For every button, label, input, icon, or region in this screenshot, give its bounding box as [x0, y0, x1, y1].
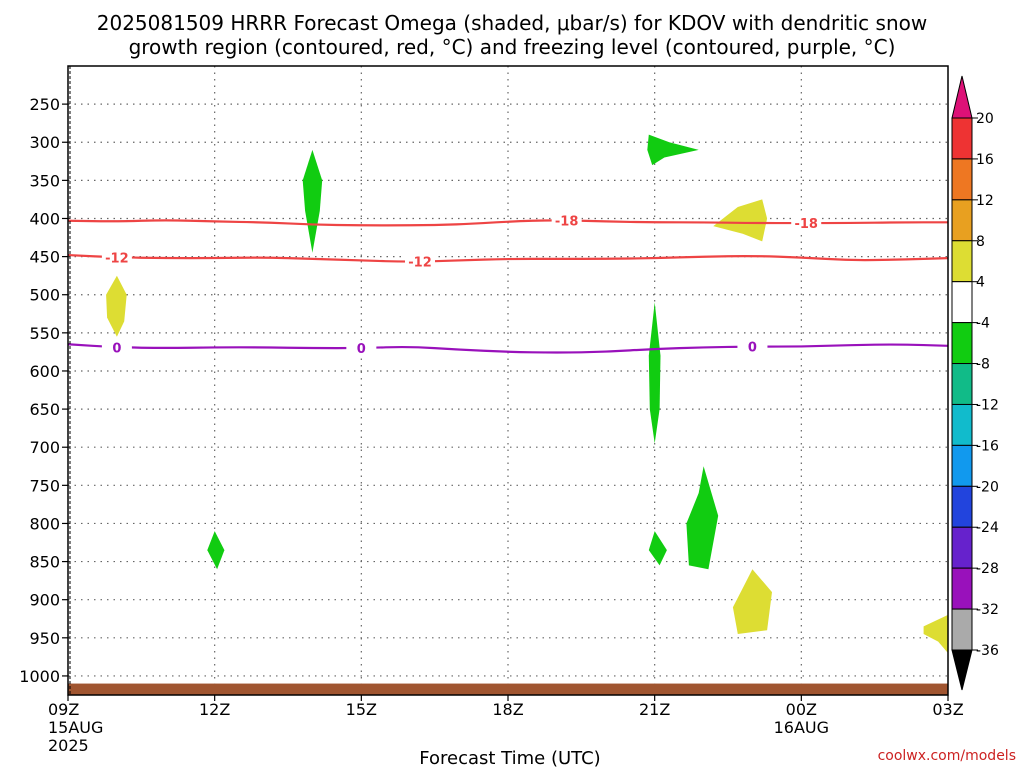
y-tick-label-450: 450: [29, 248, 60, 267]
y-tick-label-400: 400: [29, 209, 60, 228]
contour-label--12-0: -12: [105, 251, 129, 266]
colorbar-bin--20-to--16: [951, 444, 973, 487]
y-tick-label-300: 300: [29, 133, 60, 152]
contour-label-bg-0-0: [101, 339, 132, 356]
contour-label--18-0: -18: [555, 214, 579, 229]
colorbar-bottom-arrow: [951, 649, 973, 691]
omega-area-sinking-830-b: [648, 531, 667, 566]
colorbar-legend: 20 16 12 8 4 -4 -8 -12 -16 -20 -24 -28 -32 -36: [951, 75, 999, 691]
omega-area-rising-950: [923, 614, 948, 654]
x-tick-label-09Z-1: 15AUG: [48, 718, 103, 737]
contour-label-bg--12-0: [101, 249, 132, 266]
contour-line--12: [67, 253, 949, 263]
colorbar-bin--8-to--4: [951, 322, 973, 365]
contour-label-0-1: 0: [357, 342, 366, 357]
contour-label--12-1: -12: [408, 256, 432, 271]
contour-line--18: [67, 219, 948, 227]
colorbar-label-5: -4: [976, 316, 990, 332]
colorbar-label-3: 8: [976, 234, 985, 250]
colorbar-bin-8-to-12: [951, 199, 973, 242]
colorbar-bin--16-to--12: [951, 403, 973, 446]
colorbar-label-2: 12: [976, 193, 994, 209]
y-axis: 250 300 350 400 450 500 550 600 650 700 750 800 850 9…: [19, 95, 68, 686]
contour-label-bg-0-2: [737, 338, 768, 355]
y-tick-label-600: 600: [29, 362, 60, 381]
colorbar-label-4: 4: [976, 275, 985, 291]
colorbar-bin--12-to--8: [951, 363, 973, 405]
colorbar-label-8: -16: [976, 438, 999, 454]
colorbar-top-arrow: [951, 75, 973, 119]
colorbar-label-13: -36: [976, 643, 999, 659]
omega-area-rising-400: [713, 199, 768, 242]
chart-title-line-1: 2025081509 HRRR Forecast Omega (shaded, …: [97, 11, 927, 35]
omega-area-rising-900: [732, 569, 772, 634]
omega-area-rising-500: [106, 275, 127, 337]
colorbar-label-10: -24: [976, 520, 999, 536]
x-axis-label: Forecast Time (UTC): [419, 748, 600, 768]
colorbar-bin-16-to-20: [951, 117, 973, 160]
contour-label-0-2: 0: [748, 341, 757, 356]
omega-area-sinking-830-a: [207, 531, 225, 570]
colorbar-label-0: 20: [976, 111, 994, 127]
plot-frame: [67, 65, 949, 696]
contour-label-bg--18-1: [791, 215, 822, 232]
omega-area-sinking-300: [647, 134, 699, 166]
y-tick-label-650: 650: [29, 400, 60, 419]
omega-area-sinking-780: [686, 466, 719, 570]
colorbar-bin--36-to--32: [951, 608, 973, 651]
colorbar-label-9: -20: [976, 479, 999, 495]
contour-label--18-1: -18: [794, 217, 818, 232]
y-tick-label-1000: 1000: [19, 667, 60, 686]
colorbar-label-7: -12: [976, 397, 999, 413]
ground-surface: [68, 683, 948, 695]
y-tick-label-750: 750: [29, 476, 60, 495]
y-tick-label-900: 900: [29, 591, 60, 610]
colorbar-label-12: -32: [976, 602, 999, 618]
colorbar-label-11: -28: [976, 561, 999, 577]
colorbar-bin--28-to--24: [951, 526, 973, 569]
contour-label-bg-0-1: [346, 340, 377, 357]
colorbar-bin--4-to-4: [951, 281, 973, 324]
x-tick-label-21Z-0: 21Z: [639, 700, 670, 719]
y-tick-label-250: 250: [29, 95, 60, 114]
x-tick-label-12Z-0: 12Z: [199, 700, 230, 719]
contour-label-0-0: 0: [112, 341, 121, 356]
plot-area: -18 -18 -12 -12 0 0 0: [67, 65, 949, 696]
credit-text: coolwx.com/models: [878, 748, 1016, 764]
contour-label-bg--12-1: [405, 253, 435, 270]
x-tick-label-15Z-0: 15Z: [346, 700, 377, 719]
y-tick-label-700: 700: [29, 438, 60, 457]
colorbar-label-6: -8: [976, 357, 990, 373]
y-tick-label-550: 550: [29, 324, 60, 343]
x-tick-label-03Z-0: 03Z: [932, 700, 963, 719]
colorbar-bin-4-to-8: [951, 240, 973, 283]
x-tick-label-09Z-2: 2025: [48, 736, 89, 755]
x-tick-label-00Z-0: 00Z: [786, 700, 817, 719]
x-tick-label-18Z-0: 18Z: [492, 700, 523, 719]
y-tick-label-850: 850: [29, 553, 60, 572]
colorbar-bin--24-to--20: [951, 485, 973, 528]
y-tick-label-800: 800: [29, 514, 60, 533]
x-tick-label-00Z-1: 16AUG: [774, 718, 829, 737]
omega-area-sinking-600: [648, 302, 661, 444]
y-tick-label-500: 500: [29, 286, 60, 305]
y-tick-label-350: 350: [29, 171, 60, 190]
contour-label-bg--18-0: [551, 212, 582, 229]
y-tick-label-950: 950: [29, 629, 60, 648]
x-tick-label-09Z-0: 09Z: [48, 700, 79, 719]
chart-title-line-2: growth region (contoured, red, °C) and f…: [129, 35, 896, 59]
omega-area-sinking-380: [302, 149, 323, 253]
colorbar-bin-12-to-16: [951, 158, 973, 201]
colorbar-bin--32-to--28: [951, 567, 973, 610]
colorbar-label-1: 16: [976, 152, 994, 168]
contour-line-0: [67, 343, 949, 354]
